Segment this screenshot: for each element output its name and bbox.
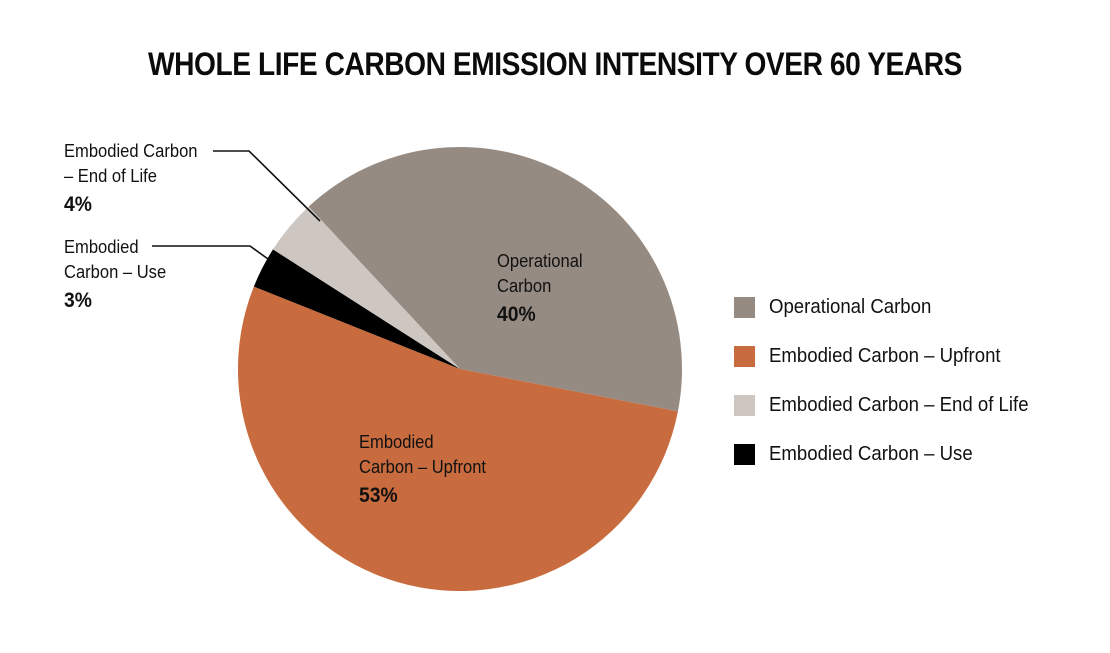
- legend-item-upfront: Embodied Carbon – Upfront: [734, 332, 1048, 381]
- legend-swatch-icon: [734, 395, 755, 416]
- label-embodied-use: Embodied Carbon – Use 3%: [64, 237, 167, 312]
- legend: Operational Carbon Embodied Carbon – Upf…: [734, 283, 1048, 479]
- leader-line-end-of-life: [213, 150, 321, 222]
- legend-item-operational: Operational Carbon: [734, 283, 1048, 332]
- label-embodied-upfront: Embodied Carbon – Upfront 53%: [359, 432, 487, 507]
- leader-line-use: [152, 245, 269, 260]
- pie-slice-operational-carbon: [308, 147, 682, 412]
- legend-item-end-of-life: Embodied Carbon – End of Life: [734, 381, 1048, 430]
- legend-swatch-icon: [734, 444, 755, 465]
- pie-slice-embodied-carbon-use: [253, 249, 460, 369]
- pie-slices: [237, 147, 682, 592]
- pie-slice-embodied-carbon-upfront: [237, 286, 678, 592]
- label-operational-carbon: Operational Carbon 40%: [497, 251, 583, 326]
- pct-operational: 40%: [497, 303, 536, 326]
- chart-title: WHOLE LIFE CARBON EMISSION INTENSITY OVE…: [147, 46, 963, 82]
- pie-slice-embodied-carbon-end-of-life: [272, 206, 460, 369]
- legend-swatch-icon: [734, 346, 755, 367]
- pct-upfront: 53%: [359, 484, 398, 507]
- pct-end-of-life: 4%: [64, 193, 92, 216]
- legend-item-use: Embodied Carbon – Use: [734, 430, 1048, 479]
- pct-use: 3%: [64, 289, 92, 312]
- legend-swatch-icon: [734, 297, 755, 318]
- label-embodied-end-of-life: Embodied Carbon – End of Life 4%: [64, 141, 198, 216]
